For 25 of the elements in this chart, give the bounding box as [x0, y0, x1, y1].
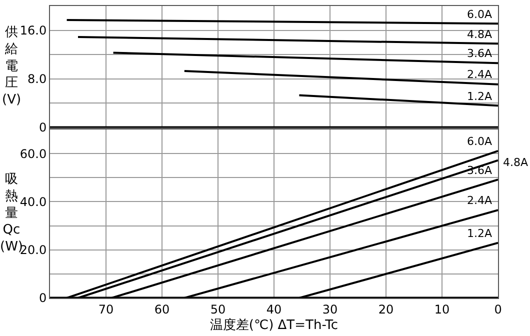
y-tick-label: 0	[38, 291, 47, 306]
series-label: 1.2A	[467, 227, 492, 240]
series-label: 3.6A	[467, 47, 492, 60]
series-label: 4.8A	[503, 156, 528, 169]
series-label: 1.2A	[467, 90, 492, 103]
series-label: 6.0A	[467, 135, 492, 148]
series-label: 6.0A	[467, 8, 492, 21]
x-tick-label: 50	[210, 302, 226, 316]
x-axis-title: 温度差(℃) ΔT=Th-Tc	[210, 317, 338, 333]
y-tick-label: 8.0	[28, 72, 47, 86]
series-label: 2.4A	[467, 68, 492, 81]
x-tick-label: 30	[322, 302, 338, 316]
y-axis-title: 供給電圧(V)	[2, 25, 22, 108]
x-tick-label: 0	[494, 302, 502, 316]
y-tick-label: 16.0	[20, 23, 47, 38]
x-tick-label: 10	[434, 302, 450, 316]
x-tick-label: 70	[98, 302, 114, 316]
x-tick-label: 20	[378, 302, 394, 316]
y-tick-label: 60.0	[20, 146, 47, 161]
y-tick-label: 40.0	[20, 194, 47, 209]
x-tick-label: 60	[154, 302, 170, 316]
series-label: 4.8A	[467, 28, 492, 41]
y-tick-label: 0	[38, 120, 47, 135]
series-label: 2.4A	[467, 194, 492, 207]
x-tick-label: 40	[266, 302, 282, 316]
